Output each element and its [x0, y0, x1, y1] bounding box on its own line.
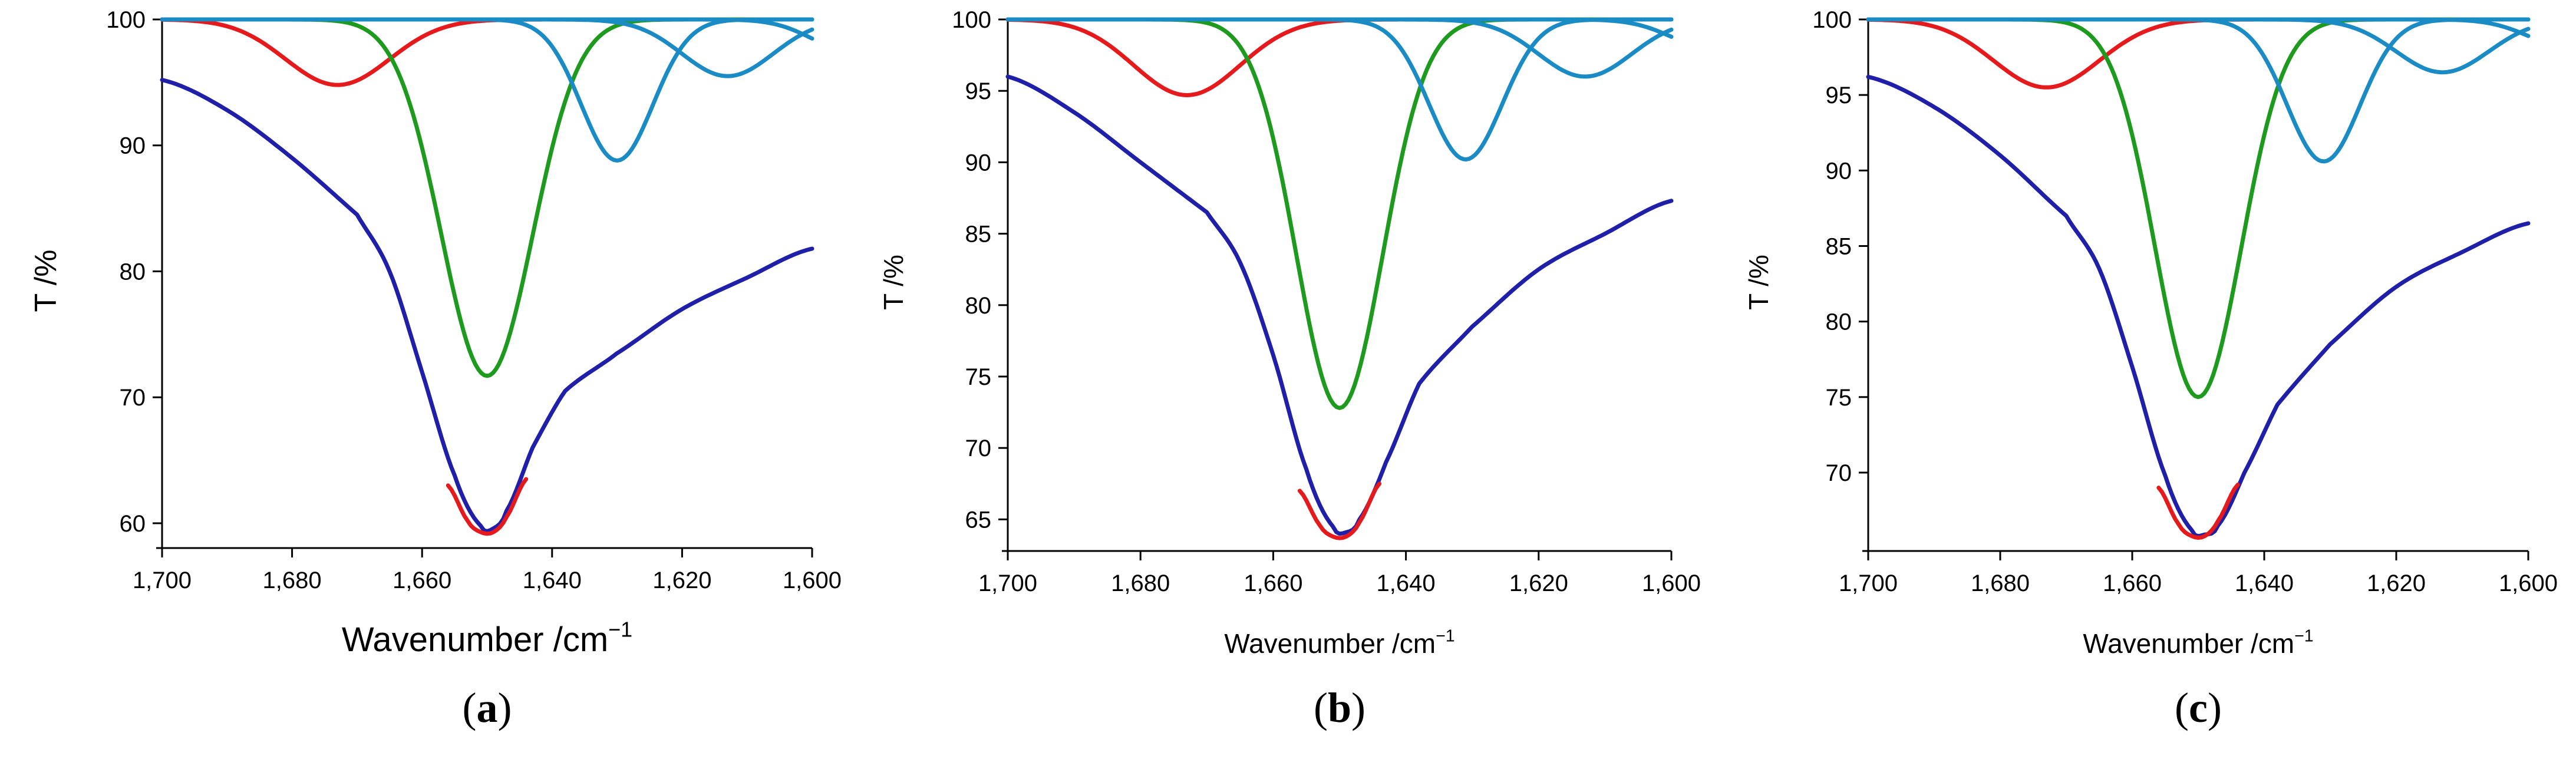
axes: 1,700 1,680 1,660 1,640 1,620 1,600 65 70 75 80 85… [952, 7, 1701, 596]
y-tick-label: 75 [965, 364, 992, 390]
x-tick-label: 1,620 [2367, 570, 2426, 596]
x-axis-title-main: Wavenumber /cm [2083, 628, 2294, 659]
y-tick-label: 85 [965, 222, 992, 248]
series-band-1700 [1005, 17, 1674, 39]
x-axis-title-superscript: −1 [1436, 627, 1455, 646]
y-tick-label: 90 [1826, 158, 1852, 184]
series-band-1650 [1005, 17, 1674, 410]
plot-area [160, 17, 814, 536]
y-tick-label: 85 [1826, 233, 1852, 259]
panel-c: 1,700 1,680 1,660 1,640 1,620 1,600 70 75 80 85 90… [1743, 7, 2558, 731]
x-axis-title-superscript: −1 [2294, 627, 2314, 646]
plot-area [1866, 17, 2531, 540]
x-tick-label: 1,660 [2103, 570, 2162, 596]
y-tick-label: 60 [120, 511, 146, 537]
y-tick-label: 70 [1826, 460, 1852, 486]
x-axis-title: Wavenumber /cm−1 [1224, 627, 1454, 659]
y-tick-label: 90 [120, 133, 146, 159]
plot-area [1005, 17, 1674, 540]
x-tick-label: 1,680 [1111, 570, 1170, 596]
x-tick-label: 1,640 [2235, 570, 2294, 596]
panel-a: 1,700 1,680 1,660 1,640 1,620 1,600 60 70 80 90 10… [29, 7, 842, 731]
x-axis-title-main: Wavenumber /cm [342, 621, 608, 659]
x-tick-label: 1,620 [1509, 570, 1568, 596]
y-tick-label: 90 [965, 150, 992, 176]
x-axis-title-superscript: −1 [608, 618, 632, 642]
x-tick-label: 1,620 [652, 567, 711, 593]
y-tick-label: 95 [965, 78, 992, 104]
axes: 1,700 1,680 1,660 1,640 1,620 1,600 70 75 80 85 90… [1812, 7, 2558, 596]
y-tick-label: 75 [1826, 385, 1852, 411]
x-axis-title-main: Wavenumber /cm [1224, 628, 1436, 659]
series-band-1650 [1866, 17, 2531, 400]
series-band-1673 [160, 17, 678, 87]
x-tick-label: 1,680 [1971, 570, 2030, 596]
series-band-1700 [1866, 17, 2531, 38]
y-axis-title: T /% [29, 250, 63, 312]
y-tick-label: 80 [120, 259, 146, 285]
x-tick-label: 1,640 [1377, 570, 1436, 596]
y-tick-label: 80 [1826, 309, 1852, 335]
y-tick-label: 100 [1812, 7, 1852, 33]
y-tick-label: 70 [120, 385, 146, 411]
panel-label: (b) [1314, 684, 1365, 731]
x-tick-label: 1,700 [1839, 570, 1898, 596]
panel-label: (c) [2175, 684, 2222, 731]
series-band-1613 [160, 17, 814, 78]
x-axis-title: Wavenumber /cm−1 [2083, 627, 2313, 659]
panel-label: (a) [463, 684, 512, 731]
x-tick-label: 1,700 [978, 570, 1037, 596]
y-axis-title: T /% [878, 255, 909, 310]
x-tick-label: 1,660 [392, 567, 451, 593]
series-fit-curve [1297, 481, 1382, 540]
panel-b: 1,700 1,680 1,660 1,640 1,620 1,600 65 70 75 80 85… [878, 7, 1701, 731]
y-tick-label: 80 [965, 293, 992, 319]
series-fit-curve [2156, 483, 2240, 540]
x-axis-title: Wavenumber /cm−1 [342, 618, 632, 659]
y-tick-label: 100 [952, 7, 991, 33]
x-tick-label: 1,640 [523, 567, 582, 593]
series-band-1613 [1866, 17, 2531, 75]
y-tick-label: 70 [965, 435, 992, 461]
series-fit-curve [446, 477, 529, 536]
series-measured-spectrum [160, 78, 814, 534]
x-tick-label: 1,680 [263, 567, 322, 593]
series-band-1700 [160, 17, 814, 41]
series-band-1613 [1005, 17, 1674, 79]
y-axis-title: T /% [1743, 255, 1774, 310]
x-tick-label: 1,660 [1244, 570, 1302, 596]
y-tick-label: 65 [965, 507, 992, 533]
x-tick-label: 1,600 [783, 567, 842, 593]
x-tick-label: 1,600 [1642, 570, 1701, 596]
y-tick-label: 95 [1826, 82, 1852, 108]
series-measured-spectrum [1866, 74, 2531, 539]
y-tick-label: 100 [106, 7, 146, 33]
x-tick-label: 1,600 [2499, 570, 2558, 596]
axes: 1,700 1,680 1,660 1,640 1,620 1,600 60 70 80 90 10… [106, 7, 842, 593]
series-measured-spectrum [1005, 74, 1674, 536]
x-tick-label: 1,700 [133, 567, 192, 593]
